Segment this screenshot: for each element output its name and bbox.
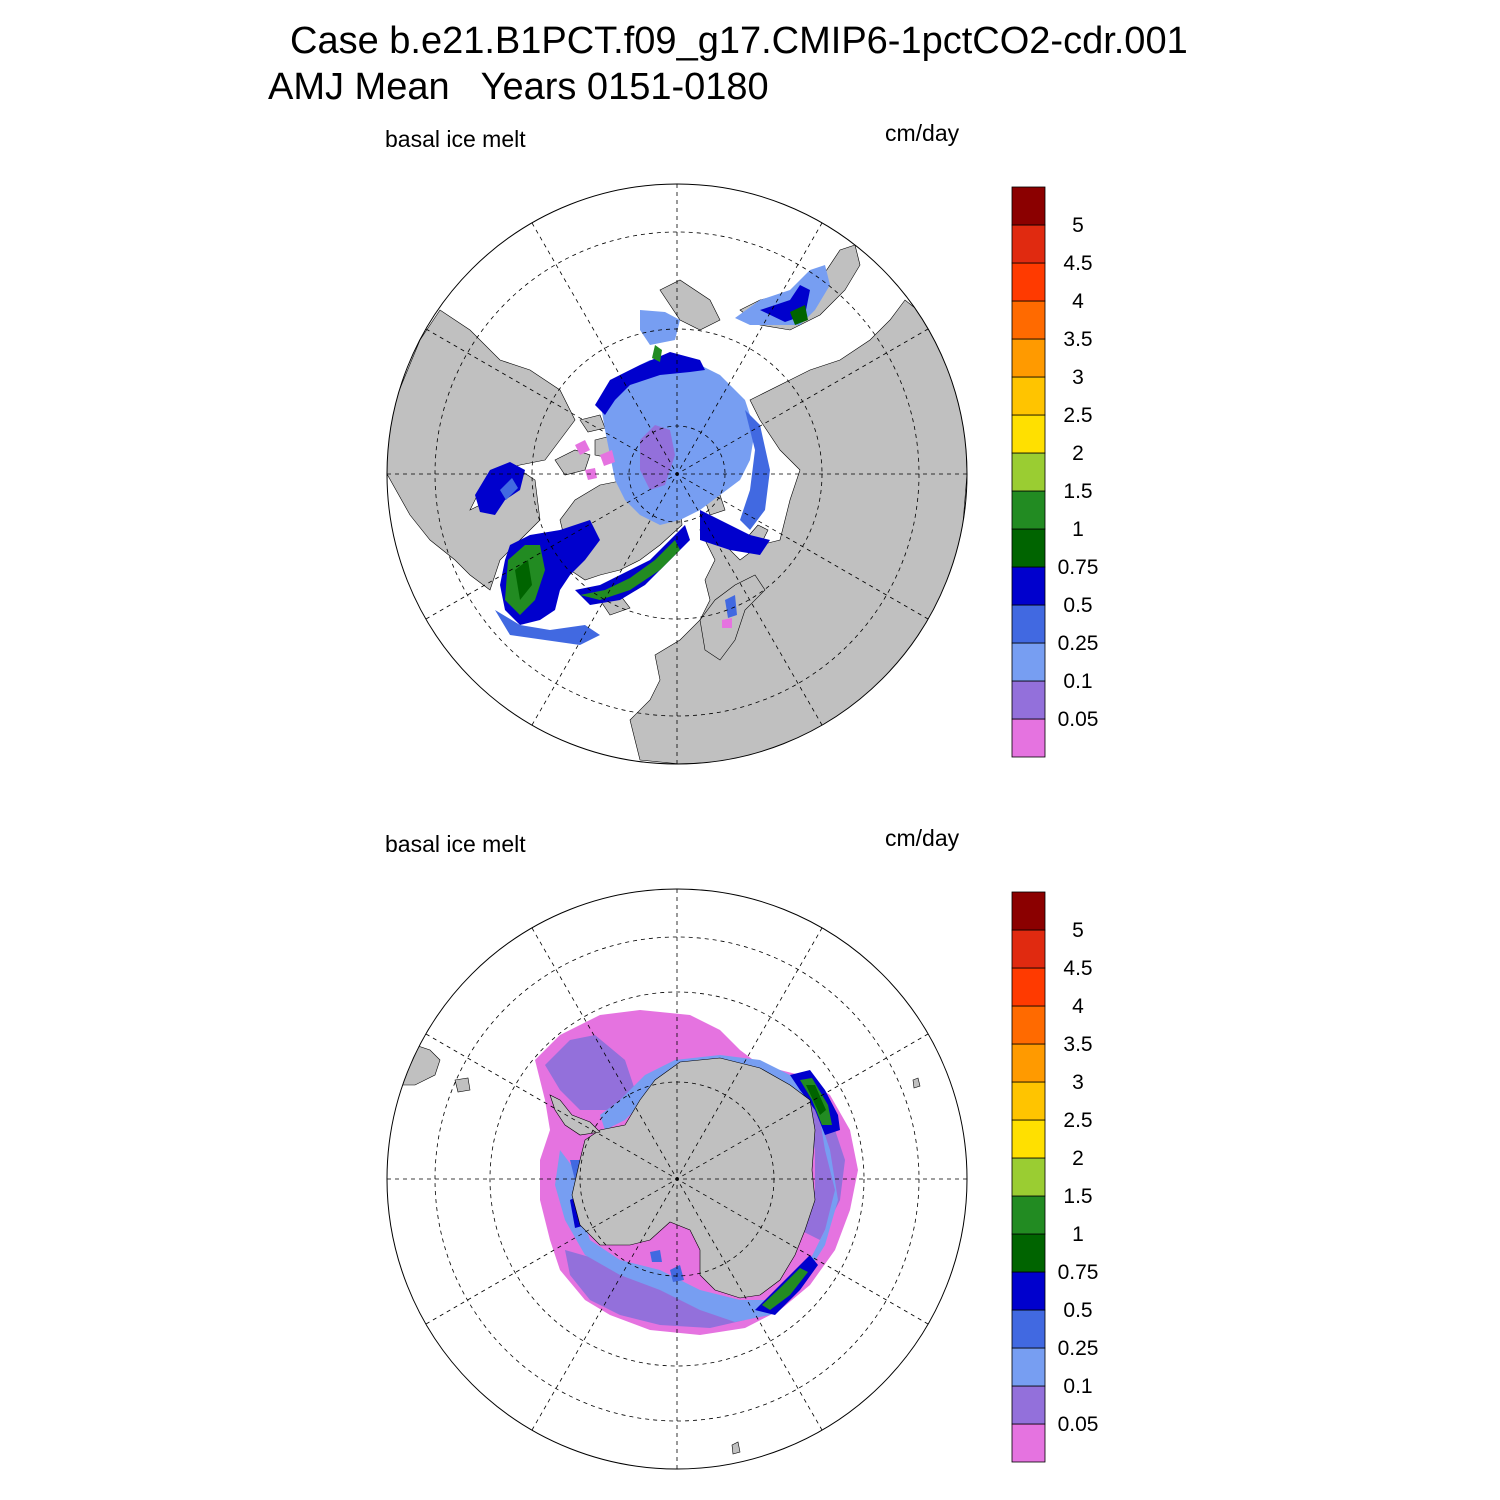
colorbar-south-label-12: 4.5	[1063, 957, 1092, 980]
north-graticule	[387, 184, 967, 764]
colorbar-north-box-8	[1011, 414, 1046, 454]
colorbar-south-box-0	[1011, 1423, 1046, 1463]
colorbar-north-label-0: 0.05	[1058, 708, 1099, 731]
colorbar-north-box-13	[1011, 224, 1046, 264]
panel-north-units-label: cm/day	[885, 120, 960, 146]
colorbar-south-label-1: 0.1	[1063, 1375, 1092, 1398]
colorbar-north-label-7: 2	[1072, 442, 1084, 465]
panel-south-variable-label: basal ice melt	[385, 831, 526, 857]
colorbar-south-box-2	[1011, 1347, 1046, 1387]
north-melt-field	[475, 265, 830, 645]
colorbar-south-box-3	[1011, 1309, 1046, 1349]
colorbar-north-box-11	[1011, 300, 1046, 340]
colorbar-south-box-10	[1011, 1043, 1046, 1083]
colorbar-north-label-6: 1.5	[1063, 480, 1092, 503]
colorbar-south-label-9: 3	[1072, 1071, 1084, 1094]
colorbar-north-label-8: 2.5	[1063, 404, 1092, 427]
colorbar-south-box-5	[1011, 1233, 1046, 1273]
colorbar-south-label-3: 0.5	[1063, 1299, 1092, 1322]
colorbar-south-box-12	[1011, 967, 1046, 1007]
colorbar-north-box-3	[1011, 604, 1046, 644]
colorbar-south-box-8	[1011, 1119, 1046, 1159]
colorbar-south-label-11: 4	[1072, 995, 1084, 1018]
colorbar-south-label-4: 0.75	[1058, 1261, 1099, 1284]
colorbar-north-box-2	[1011, 642, 1046, 682]
colorbar-north-label-13: 5	[1072, 214, 1084, 237]
colorbar-north-box-9	[1011, 376, 1046, 416]
colorbar-north-box-7	[1011, 452, 1046, 492]
colorbar-south-box-6	[1011, 1195, 1046, 1235]
colorbar-north-label-1: 0.1	[1063, 670, 1092, 693]
colorbar-north-label-4: 0.75	[1058, 556, 1099, 579]
colorbar-south-label-2: 0.25	[1058, 1337, 1099, 1360]
colorbar-north-label-10: 3.5	[1063, 328, 1092, 351]
colorbar-south-box-9	[1011, 1081, 1046, 1121]
colorbar-south-label-6: 1.5	[1063, 1185, 1092, 1208]
colorbar-south-label-0: 0.05	[1058, 1413, 1099, 1436]
colorbar-south-box-14	[1011, 891, 1046, 931]
colorbar-south: 0.05 0.1 0.25 0.5 0.75 1 1.5 2 2.5 3 3.5 4 4.5 5	[1011, 891, 1099, 1463]
period-title: AMJ Mean Years 0151-0180	[268, 66, 769, 108]
colorbar-south-label-5: 1	[1072, 1223, 1084, 1246]
colorbar-north-box-6	[1011, 490, 1046, 530]
colorbar-south-label-10: 3.5	[1063, 1033, 1092, 1056]
colorbar-north-label-3: 0.5	[1063, 594, 1092, 617]
colorbar-south-box-11	[1011, 1005, 1046, 1045]
case-title: Case b.e21.B1PCT.f09_g17.CMIP6-1pctCO2-c…	[290, 20, 1188, 62]
panel-south-units-label: cm/day	[885, 825, 960, 851]
colorbar-north-label-5: 1	[1072, 518, 1084, 541]
colorbar-south-label-7: 2	[1072, 1147, 1084, 1170]
colorbar-north: 0.05 0.1 0.25 0.5 0.75 1 1.5 2 2.5 3 3.5 4 4.5 5	[1011, 186, 1099, 758]
colorbar-north-label-12: 4.5	[1063, 252, 1092, 275]
colorbar-north-box-4	[1011, 566, 1046, 606]
north-land	[387, 244, 967, 764]
colorbar-south-box-13	[1011, 929, 1046, 969]
colorbar-north-box-10	[1011, 338, 1046, 378]
colorbar-north-label-2: 0.25	[1058, 632, 1099, 655]
north-polar-map	[386, 183, 968, 765]
colorbar-north-label-9: 3	[1072, 366, 1084, 389]
colorbar-south-box-7	[1011, 1157, 1046, 1197]
colorbar-north-box-12	[1011, 262, 1046, 302]
colorbar-north-box-5	[1011, 528, 1046, 568]
colorbar-south-label-13: 5	[1072, 919, 1084, 942]
south-graticule	[387, 889, 967, 1469]
colorbar-north-box-0	[1011, 718, 1046, 758]
colorbar-south-box-1	[1011, 1385, 1046, 1425]
south-land	[399, 1044, 921, 1455]
colorbar-south-box-4	[1011, 1271, 1046, 1311]
colorbar-north-box-1	[1011, 680, 1046, 720]
colorbar-north-box-14	[1011, 186, 1046, 226]
panel-north-variable-label: basal ice melt	[385, 126, 526, 152]
colorbar-north-label-11: 4	[1072, 290, 1084, 313]
south-polar-map	[386, 888, 968, 1470]
colorbar-south-label-8: 2.5	[1063, 1109, 1092, 1132]
